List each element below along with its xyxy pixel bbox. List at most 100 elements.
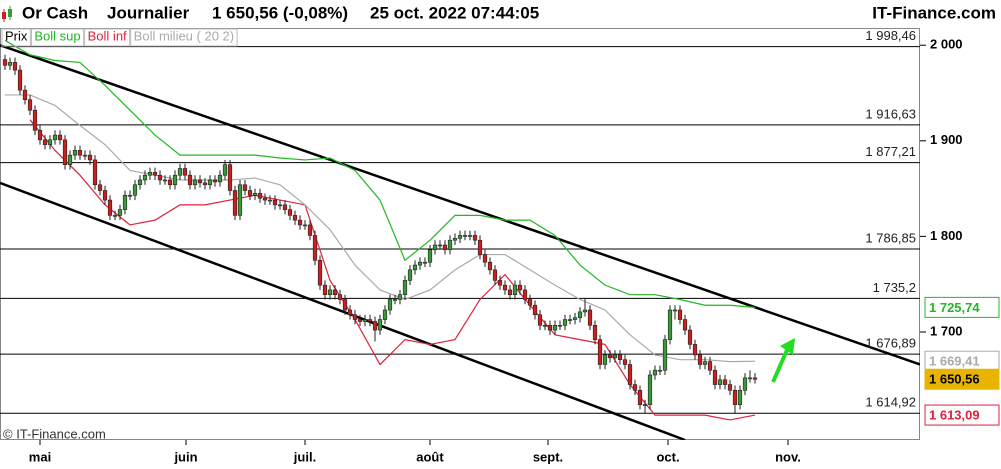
candle-body bbox=[7, 62, 13, 66]
arrow bbox=[771, 349, 789, 383]
candle-body bbox=[667, 309, 673, 340]
level-label: 1 735,2 bbox=[873, 280, 916, 295]
candle-body bbox=[97, 184, 103, 191]
candle-body bbox=[82, 154, 88, 157]
candle-body bbox=[382, 309, 388, 320]
candle-body bbox=[252, 193, 258, 196]
candle-body bbox=[747, 377, 753, 380]
candle-body bbox=[672, 309, 678, 312]
candle-body bbox=[67, 154, 73, 165]
level-label: 1 998,46 bbox=[865, 28, 916, 43]
candle-body bbox=[282, 204, 288, 210]
candle-body bbox=[697, 354, 703, 365]
candle-body bbox=[642, 404, 648, 406]
candle-body bbox=[342, 299, 348, 311]
candle-body bbox=[627, 364, 633, 385]
candle-body bbox=[202, 182, 208, 186]
candle-body bbox=[742, 377, 748, 391]
candle-body bbox=[77, 150, 83, 156]
candle-body bbox=[657, 369, 663, 372]
candle-body bbox=[422, 261, 428, 264]
candle-body bbox=[47, 139, 53, 145]
candle-body bbox=[37, 129, 43, 141]
trend-line bbox=[0, 44, 920, 366]
level-label: 1 676,89 bbox=[865, 336, 916, 351]
candle-body bbox=[142, 174, 148, 181]
last-value-label: 1 669,41 bbox=[929, 354, 980, 369]
candle-body bbox=[257, 193, 263, 199]
candle-body bbox=[267, 199, 273, 202]
candle-body bbox=[487, 261, 493, 271]
candle-body bbox=[692, 344, 698, 356]
candle-body bbox=[87, 154, 93, 161]
candle-body bbox=[452, 238, 458, 241]
candle-body bbox=[232, 190, 238, 216]
candle-body bbox=[647, 374, 653, 405]
candle-body bbox=[2, 59, 8, 66]
candle-body bbox=[307, 224, 313, 236]
candle-body bbox=[42, 139, 48, 145]
candle-body bbox=[732, 389, 738, 405]
candle-body bbox=[752, 377, 758, 380]
candle-body bbox=[32, 109, 38, 131]
candle-body bbox=[372, 321, 378, 331]
candle-body bbox=[277, 204, 283, 207]
candle-body bbox=[632, 384, 638, 391]
candle-body bbox=[327, 289, 333, 296]
candle-body bbox=[357, 319, 363, 322]
candle-body bbox=[507, 289, 513, 296]
candle-body bbox=[727, 384, 733, 391]
candle-body bbox=[582, 309, 588, 313]
candle-body bbox=[722, 379, 728, 385]
legend-label: Boll milieu ( 20 2) bbox=[134, 28, 234, 43]
candle-body bbox=[162, 179, 168, 182]
last-value-label: 1 650,56 bbox=[929, 372, 980, 387]
last-value-box bbox=[924, 368, 1000, 390]
candle-body bbox=[687, 329, 693, 345]
candle-body bbox=[542, 324, 548, 327]
candle-body bbox=[567, 319, 573, 321]
legend-label: Prix bbox=[5, 28, 28, 43]
candle-body bbox=[117, 209, 123, 216]
x-tick-label: juin bbox=[173, 449, 197, 464]
x-tick-label: août bbox=[416, 449, 444, 464]
y-tick-label: 1 800 bbox=[930, 228, 963, 243]
candle-body bbox=[707, 361, 713, 371]
candle-body bbox=[362, 319, 368, 322]
candle-body bbox=[292, 215, 298, 221]
candle-body bbox=[387, 299, 393, 311]
overlay: 1 998,46 1 916,63 1 877,21 1 786,85 1 735,2 1… bbox=[1, 28, 916, 441]
candle-body bbox=[512, 284, 518, 296]
candle-body bbox=[557, 324, 563, 327]
candle-body bbox=[397, 294, 403, 300]
candle-body bbox=[157, 174, 163, 181]
candle-body bbox=[597, 339, 603, 365]
candle-body bbox=[62, 139, 68, 165]
candle-body bbox=[217, 174, 223, 183]
candle-body bbox=[197, 179, 203, 184]
last-value-box bbox=[924, 296, 1000, 318]
quote: 1 650,56 (-0,08%) bbox=[212, 3, 348, 22]
candle-body bbox=[112, 215, 118, 217]
header-icon bbox=[2, 6, 12, 22]
candle-body bbox=[482, 254, 488, 263]
x-tick-label: nov. bbox=[775, 449, 801, 464]
legend-box bbox=[1, 28, 31, 47]
band-line bbox=[5, 94, 756, 363]
candle-body bbox=[247, 190, 253, 196]
candle-body bbox=[682, 319, 688, 331]
candle-body bbox=[72, 150, 78, 156]
last-value-label: 1 613,09 bbox=[929, 407, 980, 422]
candle-body bbox=[227, 164, 233, 191]
candle-body bbox=[182, 168, 188, 176]
candle-body bbox=[702, 361, 708, 365]
level-label: 1 786,85 bbox=[865, 230, 916, 245]
candle-body bbox=[407, 269, 413, 281]
candle-body bbox=[612, 354, 618, 359]
legend-box bbox=[84, 28, 131, 47]
candle-body bbox=[172, 174, 178, 186]
candle-body bbox=[177, 168, 183, 176]
candle-body bbox=[427, 249, 433, 263]
candle-body bbox=[522, 289, 528, 300]
